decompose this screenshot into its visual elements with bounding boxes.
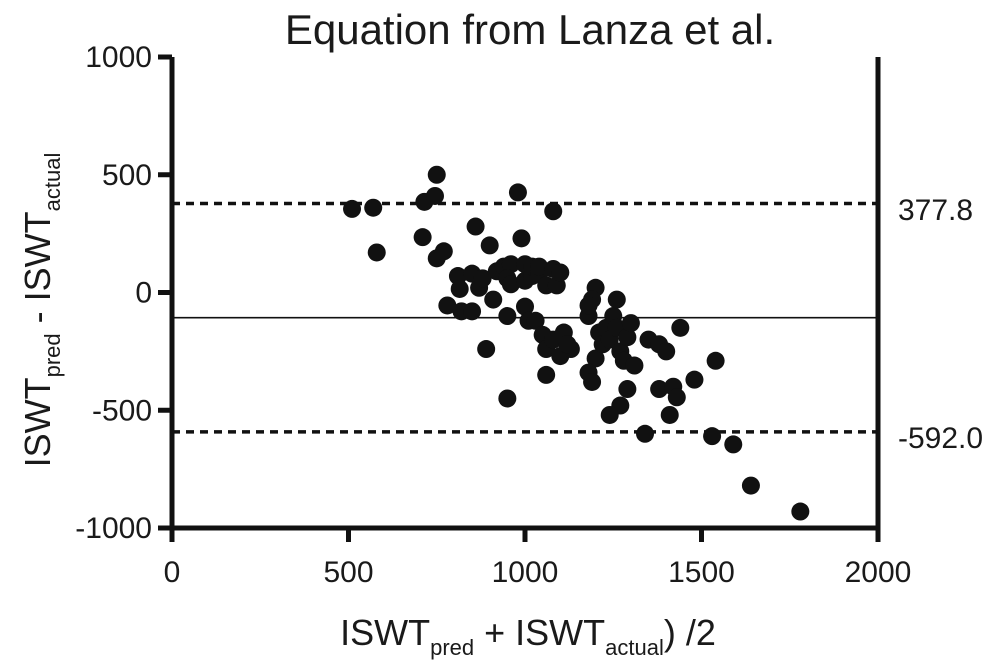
data-point xyxy=(650,380,669,399)
y-label-sub-2: actual xyxy=(40,153,65,212)
data-point xyxy=(438,296,457,315)
data-point xyxy=(621,314,640,333)
x-label-part-2: + ISWT xyxy=(474,612,605,653)
data-point xyxy=(671,318,690,337)
y-tick-label: -500 xyxy=(92,394,152,427)
data-point xyxy=(579,296,598,315)
data-point xyxy=(667,388,686,407)
data-point xyxy=(501,275,520,294)
y-tick-label: 0 xyxy=(135,277,152,310)
lower-loa-label: -592.0 xyxy=(898,422,983,455)
x-label-sub-1: pred xyxy=(430,635,474,660)
x-axis-ticks: 0 500 1000 1500 2000 xyxy=(164,528,912,589)
data-point xyxy=(498,389,517,408)
data-point xyxy=(741,476,760,495)
data-point xyxy=(508,183,527,202)
data-point xyxy=(498,307,517,326)
data-point xyxy=(343,199,362,218)
data-point xyxy=(558,335,577,354)
y-label-part-2: - ISWT xyxy=(17,211,58,333)
x-label-sub-2: actual xyxy=(605,635,664,660)
data-point xyxy=(724,435,743,454)
y-axis-ticks: 1000 500 0 -500 -1000 xyxy=(75,41,172,545)
y-tick-label: 1000 xyxy=(85,41,152,74)
data-point xyxy=(636,424,655,443)
x-tick-label: 500 xyxy=(323,556,373,589)
data-point xyxy=(530,257,549,276)
data-point xyxy=(685,370,704,389)
data-point xyxy=(501,255,520,274)
data-point xyxy=(473,269,492,288)
data-point xyxy=(484,290,503,309)
chart-title: Equation from Lanza et al. xyxy=(285,6,775,53)
data-point xyxy=(703,427,722,446)
data-points xyxy=(343,165,810,521)
plot-frame xyxy=(169,57,881,531)
data-point xyxy=(618,328,637,347)
x-tick-label: 1000 xyxy=(492,556,559,589)
data-point xyxy=(586,349,605,368)
data-point xyxy=(477,340,496,359)
data-point xyxy=(607,290,626,309)
data-point xyxy=(427,165,446,184)
x-tick-label: 1500 xyxy=(668,556,735,589)
x-label-part-3: ) /2 xyxy=(664,612,716,653)
data-point xyxy=(463,302,482,321)
y-tick-label: 500 xyxy=(102,159,152,192)
data-point xyxy=(466,217,485,236)
data-point xyxy=(791,502,810,521)
data-point xyxy=(537,365,556,384)
y-label-sub-1: pred xyxy=(40,333,65,377)
data-point xyxy=(660,405,679,424)
y-label-part-1: ISWT xyxy=(17,377,58,467)
y-tick-label: -1000 xyxy=(75,512,152,545)
y-axis-label: ISWTpred - ISWTactual xyxy=(17,153,65,468)
data-point xyxy=(544,202,563,221)
data-point xyxy=(367,243,386,262)
data-point xyxy=(480,236,499,255)
data-point xyxy=(657,342,676,361)
data-point xyxy=(512,229,531,248)
upper-loa-label: 377.8 xyxy=(898,194,973,227)
data-point xyxy=(600,405,619,424)
data-point xyxy=(434,242,453,261)
x-tick-label: 0 xyxy=(164,556,181,589)
data-point xyxy=(625,356,644,375)
data-point xyxy=(583,372,602,391)
x-tick-label: 2000 xyxy=(845,556,912,589)
x-axis-label: ISWTpred + ISWTactual) /2 xyxy=(340,612,716,660)
x-label-part-1: ISWT xyxy=(340,612,430,653)
data-point xyxy=(618,380,637,399)
data-point xyxy=(526,311,545,330)
data-point xyxy=(706,351,725,370)
data-point xyxy=(364,198,383,217)
data-point xyxy=(450,279,469,298)
data-point xyxy=(551,263,570,282)
data-point xyxy=(516,297,534,316)
data-point xyxy=(425,186,444,205)
data-point xyxy=(413,228,432,247)
